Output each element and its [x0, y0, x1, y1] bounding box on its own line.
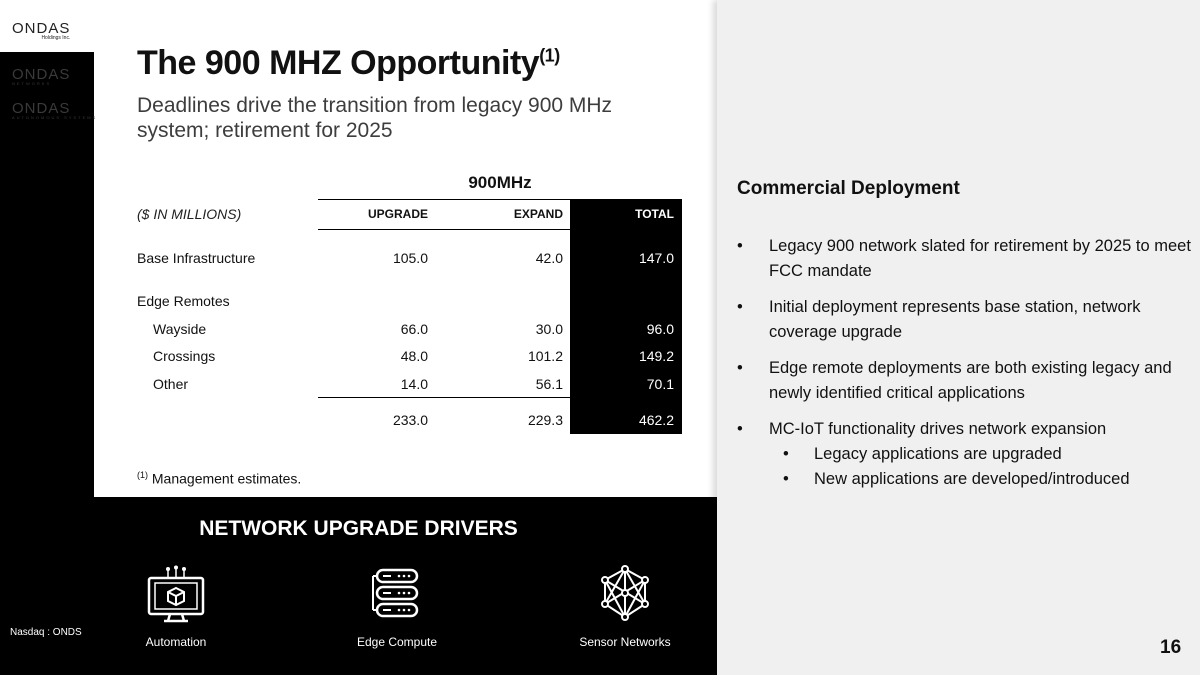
row-label: Crossings	[153, 348, 216, 364]
bullet-item: • MC-IoT functionality drives network exp…	[737, 420, 1107, 438]
driver-edge-compute: Edge Compute	[317, 565, 477, 649]
bullet-item: • Legacy 900 network slated for retiremen…	[737, 237, 1191, 280]
page-number: 16	[1160, 637, 1182, 658]
cell-upgrade: 14.0	[400, 376, 428, 392]
sum-expand: 229.3	[527, 412, 563, 428]
totals-rule	[318, 397, 570, 398]
row-label: Wayside	[153, 321, 207, 337]
cell-upgrade: 66.0	[400, 321, 428, 337]
nasdaq-ticker: Nasdaq : ONDS	[10, 627, 82, 638]
cell-total: 147.0	[638, 250, 674, 266]
driver-label: Edge Compute	[356, 635, 438, 649]
commercial-heading: Commercial Deployment	[737, 178, 960, 199]
total-column-background	[570, 200, 682, 434]
commercial-bullets: • Legacy 900 network slated for retiremen…	[737, 234, 1192, 492]
right-panel	[717, 0, 1200, 675]
cell-expand: 101.2	[527, 348, 563, 364]
server-icon	[372, 568, 419, 618]
row-label: Edge Remotes	[137, 293, 230, 309]
page-title: The 900 MHZ Opportunity(1)	[137, 44, 560, 82]
col-header-total: TOTAL	[635, 207, 674, 221]
page-subtitle: Deadlines drive the transition from lega…	[137, 94, 613, 142]
drivers-band	[0, 497, 717, 675]
cell-upgrade: 48.0	[400, 348, 428, 364]
driver-label: Sensor Networks	[579, 635, 671, 649]
column-header-rule	[318, 229, 682, 230]
col-header-expand: EXPAND	[513, 207, 563, 221]
table-header-rule	[318, 199, 682, 200]
row-label: Base Infrastructure	[137, 250, 256, 266]
cell-expand: 30.0	[535, 321, 563, 337]
cell-total: 70.1	[646, 376, 674, 392]
bullet-item: • Edge remote deployments are both existi…	[737, 359, 1172, 402]
sub-bullet-item: • Legacy applications are upgraded	[783, 445, 1062, 463]
ondas-holdings-logo: ONDAS Holdings Inc.	[12, 20, 71, 41]
units-label: ($ IN MILLIONS)	[137, 206, 242, 222]
table-group-header: 900MHz	[468, 173, 532, 192]
cell-total: 96.0	[646, 321, 674, 337]
drivers-title: NETWORK UPGRADE DRIVERS	[199, 517, 518, 540]
col-header-upgrade: UPGRADE	[367, 207, 428, 221]
cell-upgrade: 105.0	[392, 250, 428, 266]
footnote: (1) Management estimates.	[137, 470, 302, 487]
sum-total: 462.2	[638, 412, 674, 428]
ondas-networks-logo: ONDAS NETWORKS	[12, 66, 71, 86]
cell-total: 149.2	[638, 348, 674, 364]
title-footnote-marker: (1)	[539, 45, 560, 66]
sub-bullet-item: • New applications are developed/introduc…	[783, 470, 1130, 488]
network-icon	[601, 565, 649, 621]
driver-label: Automation	[145, 635, 207, 649]
row-label: Other	[153, 376, 189, 392]
sum-upgrade: 233.0	[392, 412, 428, 428]
driver-sensor-networks: Sensor Networks	[545, 565, 705, 649]
cell-expand: 56.1	[535, 376, 563, 392]
automation-icon	[147, 565, 205, 623]
bullet-item: • Initial deployment represents base stat…	[737, 298, 1141, 341]
driver-automation: Automation	[96, 565, 256, 649]
ondas-autonomous-logo: ONDAS AUTONOMOUS SYSTEMS	[12, 100, 98, 120]
cell-expand: 42.0	[535, 250, 563, 266]
